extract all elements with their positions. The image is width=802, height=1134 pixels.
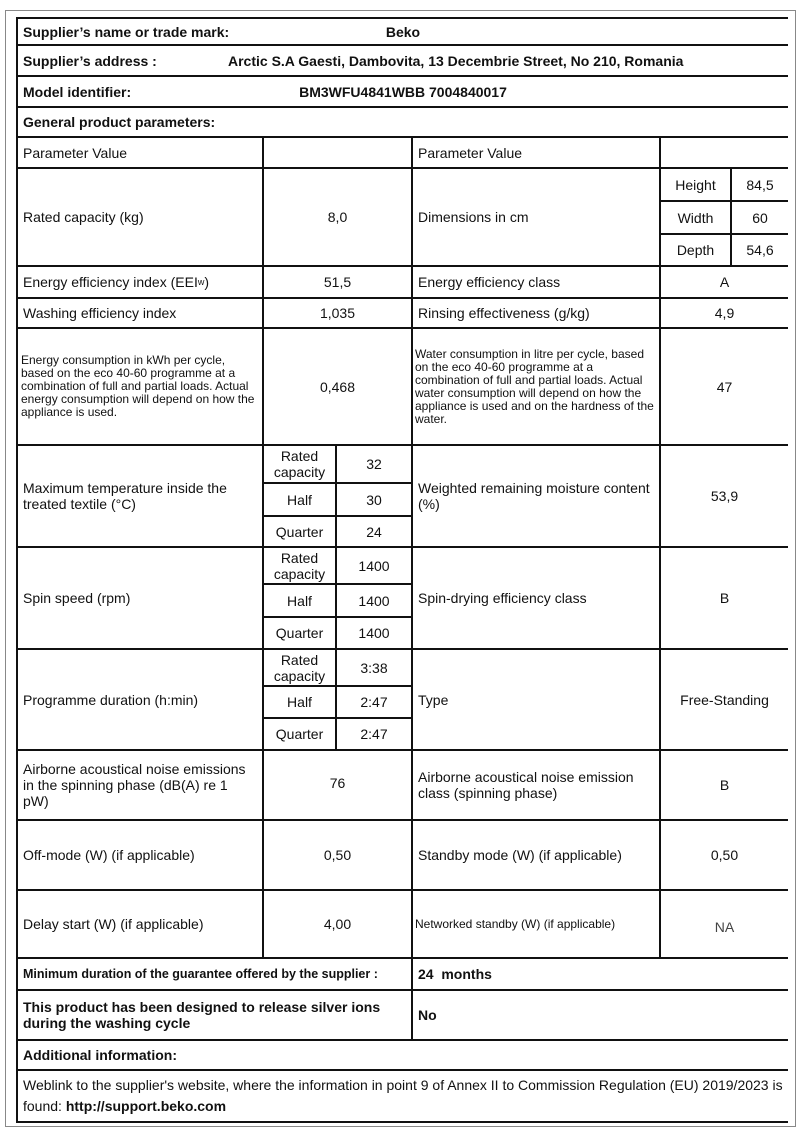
guarantee-value: 24 months: [413, 959, 788, 989]
address-value: Arctic S.A Gaesti, Dambovita, 13 Decembr…: [228, 52, 684, 69]
model-value: BM3WFU4841WBB 7004840017: [299, 83, 507, 100]
silver-label: This product has been designed to releas…: [18, 991, 411, 1039]
noise-class-value: B: [661, 751, 788, 819]
water-consumption-value: 47: [661, 329, 788, 444]
noise-label: Airborne acoustical noise emissions in t…: [18, 751, 262, 819]
spin-class-value: B: [661, 548, 788, 648]
spin-quarter-value: 1400: [337, 618, 411, 648]
delay-label: Delay start (W) (if applicable): [18, 891, 262, 957]
support-link[interactable]: http://support.beko.com: [65, 1098, 227, 1114]
duration-label: Programme duration (h:min): [18, 650, 262, 749]
max-temp-quarter-value: 24: [337, 517, 411, 546]
rated-capacity-label: Rated capacity (kg): [18, 169, 262, 265]
weblink-text: Weblink to the supplier's website, where…: [23, 1077, 783, 1114]
depth-value: 54,6: [732, 235, 788, 265]
rinsing-label: Rinsing effectiveness (g/kg): [413, 299, 659, 327]
duration-quarter-value: 2:47: [337, 719, 411, 749]
eei-value: 51,5: [264, 267, 411, 297]
energy-consumption-value: 0,468: [264, 329, 411, 444]
rated-capacity-value: 8,0: [264, 169, 411, 265]
supplier-row: Supplier’s name or trade mark: Beko: [18, 19, 788, 44]
weblink-row: Weblink to the supplier's website, where…: [18, 1071, 788, 1121]
header-left-value: [264, 138, 411, 167]
supplier-label: Supplier’s name or trade mark:: [23, 23, 230, 40]
eei-label: Energy efficiency index (EEI w ): [18, 267, 262, 297]
additional-title: Additional information:: [18, 1041, 788, 1069]
dimensions-label: Dimensions in cm: [413, 169, 659, 265]
duration-half-value: 2:47: [337, 687, 411, 717]
water-consumption-label: Water consumption in litre per cycle, ba…: [413, 329, 659, 444]
networked-label: Networked standby (W) (if applicable): [413, 891, 659, 957]
eei-subscript: w: [197, 277, 205, 287]
delay-value: 4,00: [264, 891, 411, 957]
spin-rated-value: 1400: [337, 548, 411, 583]
spin-half-label: Half: [264, 585, 335, 616]
energy-class-label: Energy efficiency class: [413, 267, 659, 297]
header-right-value: [661, 138, 788, 167]
product-information-sheet: Supplier’s name or trade mark: Beko Suppl…: [16, 17, 788, 1123]
washing-value: 1,035: [264, 299, 411, 327]
spin-quarter-label: Quarter: [264, 618, 335, 648]
rinsing-value: 4,9: [661, 299, 788, 327]
spin-rated-label: Rated capacity: [264, 548, 335, 583]
header-left: Parameter Value: [18, 138, 262, 167]
noise-value: 76: [264, 751, 411, 819]
model-label: Model identifier:: [23, 83, 132, 100]
noise-class-label: Airborne acoustical noise emission class…: [413, 751, 659, 819]
networked-value: NA: [661, 891, 788, 957]
energy-class-value: A: [661, 267, 788, 297]
page-frame: [5, 10, 796, 1127]
supplier-value: Beko: [385, 23, 421, 40]
guarantee-label: Minimum duration of the guarantee offere…: [18, 959, 411, 989]
standby-label: Standby mode (W) (if applicable): [413, 821, 659, 889]
type-value: Free-Standing: [661, 650, 788, 749]
address-label: Supplier’s address :: [23, 52, 157, 69]
spin-speed-label: Spin speed (rpm): [18, 548, 262, 648]
header-right: Parameter Value: [413, 138, 659, 167]
max-temp-label: Maximum temperature inside the treated t…: [18, 446, 262, 546]
eei-label-end: ): [204, 274, 210, 290]
duration-rated-value: 3:38: [337, 650, 411, 685]
width-value: 60: [732, 202, 788, 233]
silver-value: No: [413, 991, 788, 1039]
max-temp-half-value: 30: [337, 484, 411, 515]
moisture-label: Weighted remaining moisture content (%): [413, 446, 659, 546]
off-mode-value: 0,50: [264, 821, 411, 889]
duration-half-label: Half: [264, 687, 335, 717]
spin-class-label: Spin-drying efficiency class: [413, 548, 659, 648]
height-value: 84,5: [732, 169, 788, 200]
moisture-value: 53,9: [661, 446, 788, 546]
max-temp-quarter-label: Quarter: [264, 517, 335, 546]
max-temp-rated-label: Rated capacity: [264, 446, 335, 482]
standby-value: 0,50: [661, 821, 788, 889]
max-temp-rated-value: 32: [337, 446, 411, 482]
off-mode-label: Off-mode (W) (if applicable): [18, 821, 262, 889]
spin-half-value: 1400: [337, 585, 411, 616]
address-row: Supplier’s address : Arctic S.A Gaesti, D…: [18, 46, 788, 75]
max-temp-half-label: Half: [264, 484, 335, 515]
model-row: Model identifier: BM3WFU4841WBB 700484001…: [18, 77, 788, 106]
washing-label: Washing efficiency index: [18, 299, 262, 327]
energy-consumption-label: Energy consumption in kWh per cycle, bas…: [18, 329, 262, 444]
general-title: General product parameters:: [18, 108, 788, 136]
duration-quarter-label: Quarter: [264, 719, 335, 749]
duration-rated-label: Rated capacity: [264, 650, 335, 685]
height-label: Height: [661, 169, 730, 200]
type-label: Type: [413, 650, 659, 749]
eei-label-text: Energy efficiency index (EEI: [23, 274, 198, 290]
width-label: Width: [661, 202, 730, 233]
depth-label: Depth: [661, 235, 730, 265]
